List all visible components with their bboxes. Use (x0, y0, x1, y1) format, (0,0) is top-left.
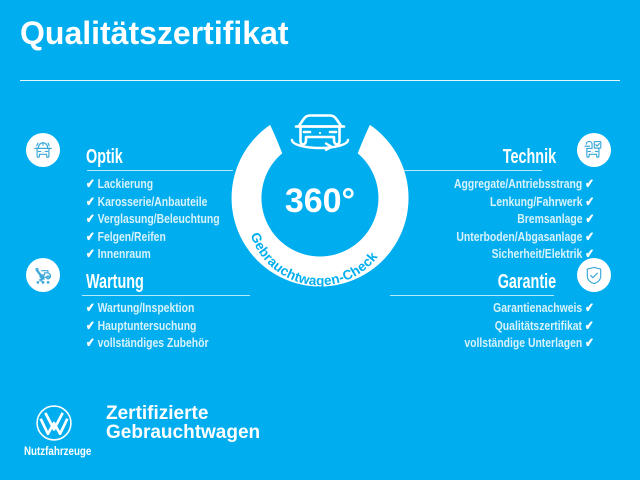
svg-text:360°: 360° (285, 182, 355, 220)
